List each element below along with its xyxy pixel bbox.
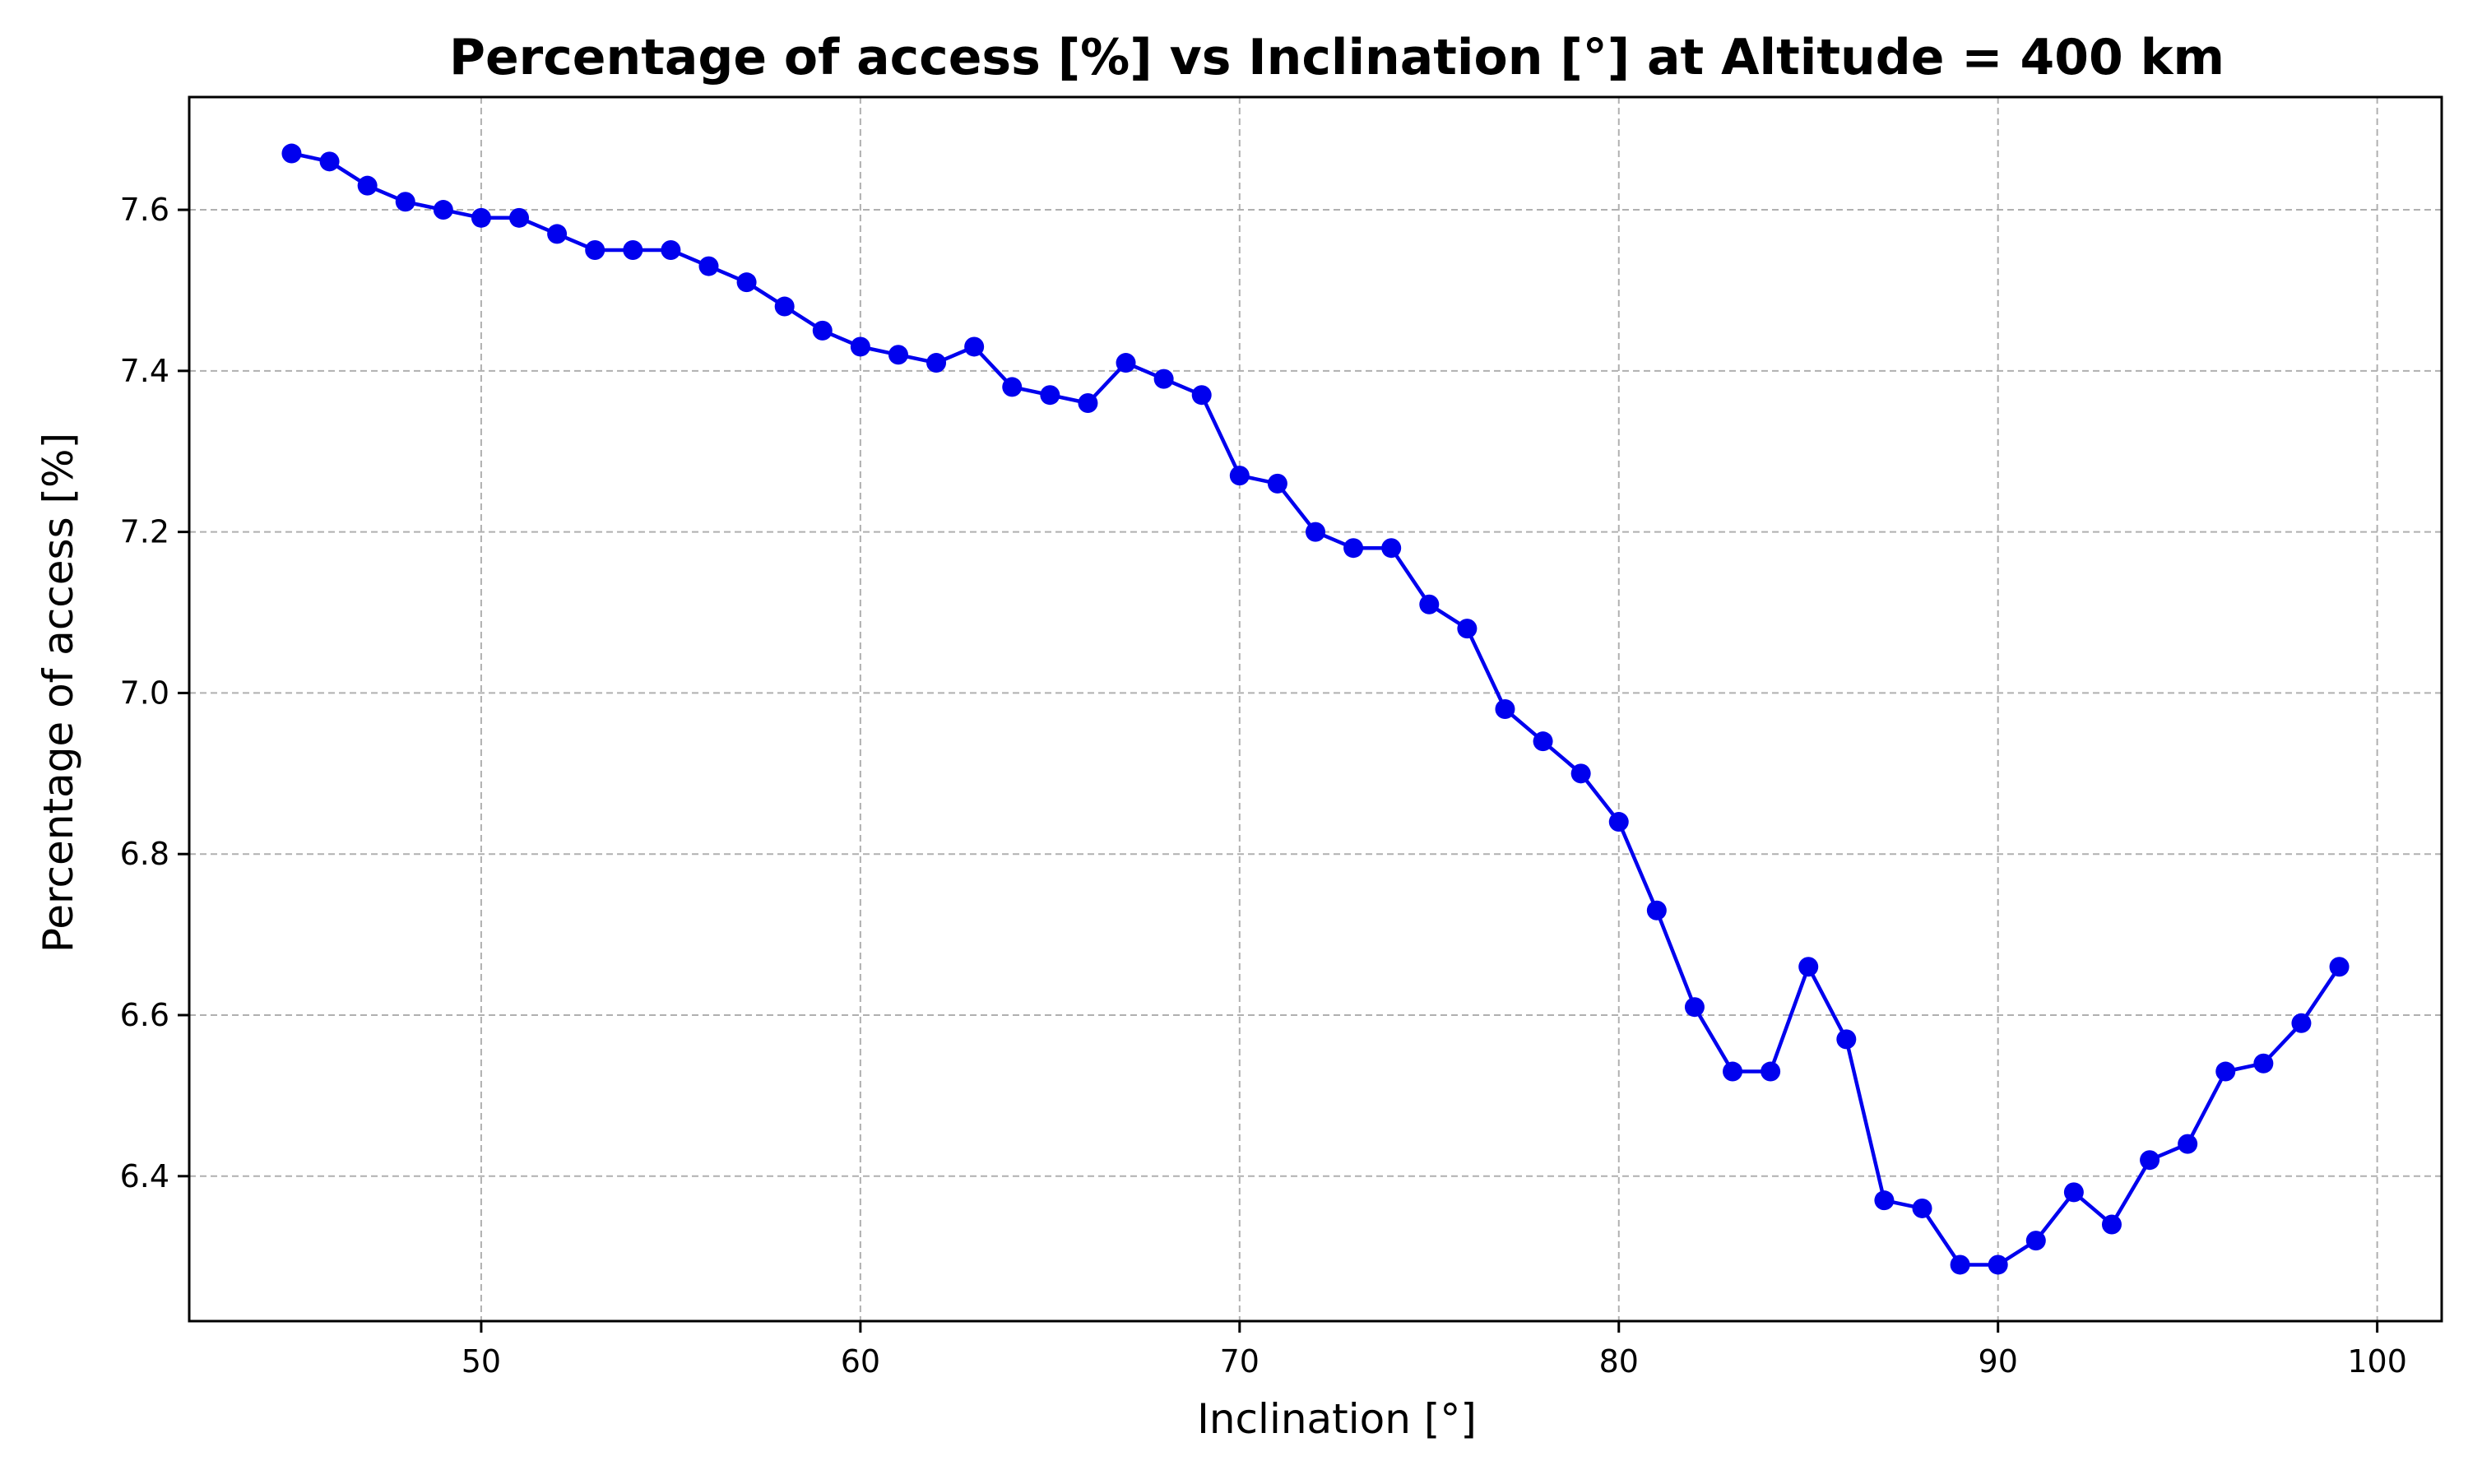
data-point bbox=[547, 224, 568, 244]
data-point bbox=[1988, 1254, 2008, 1275]
data-point bbox=[1153, 369, 1174, 389]
data-point bbox=[2215, 1061, 2236, 1082]
x-tick-label: 100 bbox=[2347, 1343, 2407, 1380]
series-layer bbox=[281, 143, 2350, 1275]
data-point bbox=[850, 336, 870, 357]
data-point bbox=[736, 272, 757, 293]
x-tick-label: 60 bbox=[841, 1343, 880, 1380]
data-point bbox=[2063, 1182, 2084, 1203]
data-point bbox=[812, 320, 833, 341]
data-point bbox=[1723, 1061, 1743, 1082]
data-point bbox=[1457, 619, 1478, 639]
data-point bbox=[1798, 957, 1819, 977]
data-point bbox=[1608, 812, 1629, 832]
data-point bbox=[1381, 538, 1402, 559]
data-point bbox=[1533, 731, 1553, 752]
data-point bbox=[888, 345, 908, 365]
data-point bbox=[1116, 353, 1136, 373]
data-point bbox=[1684, 997, 1705, 1018]
data-point bbox=[1191, 385, 1212, 406]
x-axis-label: Inclination [°] bbox=[1197, 1395, 1477, 1443]
x-tick-label: 80 bbox=[1599, 1343, 1639, 1380]
data-point bbox=[1078, 393, 1098, 413]
data-point bbox=[1874, 1190, 1895, 1211]
data-point bbox=[774, 296, 795, 317]
data-point bbox=[433, 200, 453, 220]
data-point bbox=[1040, 385, 1060, 406]
data-point bbox=[1306, 522, 1325, 542]
data-point bbox=[2025, 1231, 2046, 1251]
data-point bbox=[623, 240, 643, 260]
axis-ticks: 50 60 70 80 90 100 6.4 6.6 6.8 7.0 7.2 7.4 7.6 bbox=[120, 192, 2407, 1380]
data-point bbox=[357, 175, 378, 196]
y-tick-label: 7.4 bbox=[120, 353, 169, 389]
data-point bbox=[661, 240, 681, 260]
data-point bbox=[471, 207, 491, 228]
data-point bbox=[1002, 377, 1023, 397]
data-point bbox=[1646, 900, 1667, 921]
data-point bbox=[2291, 1013, 2312, 1033]
data-point bbox=[1419, 594, 1440, 614]
y-tick-label: 7.2 bbox=[120, 514, 169, 550]
y-tick-label: 7.6 bbox=[120, 192, 169, 228]
data-point bbox=[2178, 1134, 2198, 1154]
data-point bbox=[1836, 1029, 1857, 1050]
data-point bbox=[1950, 1254, 1970, 1275]
data-point bbox=[2253, 1053, 2274, 1074]
data-point bbox=[281, 143, 302, 164]
y-tick-label: 6.6 bbox=[120, 997, 169, 1033]
data-point bbox=[2329, 957, 2350, 977]
data-point bbox=[395, 192, 415, 212]
data-point bbox=[1912, 1198, 1932, 1218]
x-tick-label: 70 bbox=[1220, 1343, 1260, 1380]
chart-title: Percentage of access [%] vs Inclination … bbox=[449, 29, 2224, 86]
data-point bbox=[2101, 1214, 2122, 1235]
data-point bbox=[2140, 1150, 2160, 1171]
data-point bbox=[319, 151, 340, 172]
data-point bbox=[509, 207, 530, 228]
data-point bbox=[1495, 699, 1515, 719]
y-tick-label: 6.8 bbox=[120, 836, 169, 872]
data-point bbox=[1267, 473, 1287, 494]
y-tick-label: 7.0 bbox=[120, 675, 169, 711]
grid-lines bbox=[189, 97, 2442, 1321]
data-point bbox=[1343, 538, 1364, 559]
data-point bbox=[1229, 466, 1250, 486]
data-point bbox=[698, 256, 719, 276]
x-tick-label: 90 bbox=[1979, 1343, 2018, 1380]
data-point bbox=[585, 240, 605, 260]
data-point bbox=[1570, 763, 1591, 784]
data-point bbox=[1761, 1061, 1781, 1082]
x-tick-label: 50 bbox=[462, 1343, 501, 1380]
data-point bbox=[964, 336, 985, 357]
y-tick-label: 6.4 bbox=[120, 1158, 169, 1194]
data-point bbox=[926, 353, 947, 373]
plot-frame bbox=[188, 95, 2443, 1323]
y-axis-label: Percentage of access [%] bbox=[35, 433, 82, 953]
